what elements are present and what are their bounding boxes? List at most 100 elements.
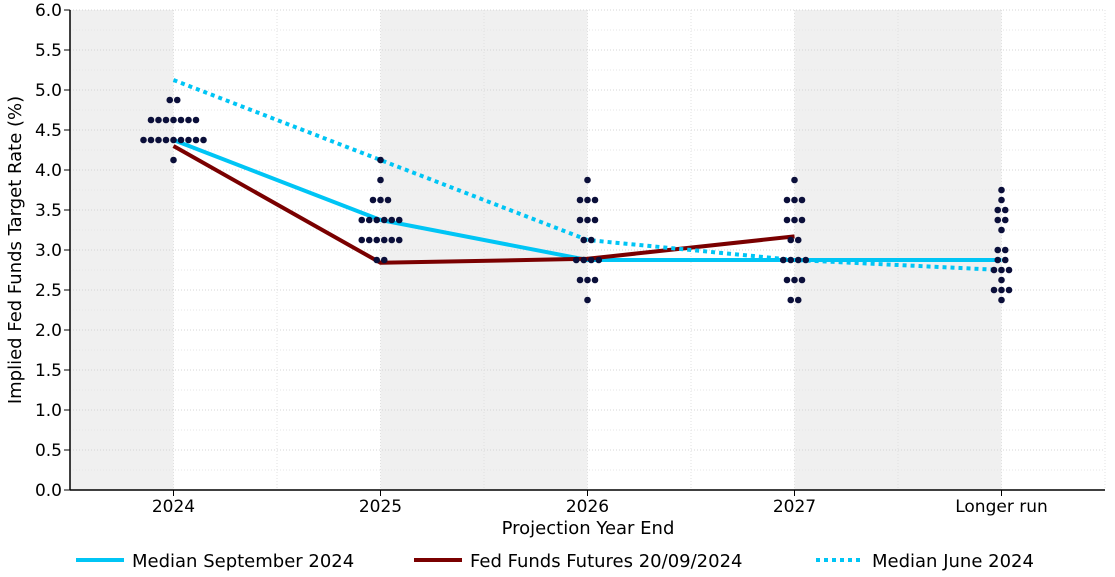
dot-2027-2-875-2 (794, 256, 802, 264)
y-tick-labels: 0.0 0.5 1.0 1.5 2.0 2.5 3.0 3.5 4.0 4.5 5.0 5.5 6.0 (35, 1, 70, 501)
dot-2024-4-875-0 (166, 96, 174, 104)
y-tick-label-5-0: 5.0 (35, 81, 62, 101)
dot-2027-3-125-1 (794, 236, 802, 244)
dot-2026-3-625-0 (576, 196, 584, 204)
dot-2024-4-625-3 (170, 116, 177, 124)
dot-2027-3-625-1 (791, 196, 798, 204)
dot-2025-3-375-3 (380, 216, 388, 224)
series-lines (172, 78, 1002, 272)
dot-2027-3-875-0 (791, 176, 798, 184)
dot-2027-2-625-1 (791, 276, 798, 284)
dot-longer-run-2-75-1 (998, 266, 1005, 274)
dot-2026-3-625-1 (584, 196, 591, 204)
dot-2025-3-125-4 (388, 236, 396, 244)
y-tick-label-1-0: 1.0 (35, 401, 62, 421)
dot-2027-3-625-2 (798, 196, 806, 204)
dot-2025-3-375-0 (358, 216, 366, 224)
dot-2026-2-625-2 (591, 276, 599, 284)
legend-item-fed-funds-futures: Fed Funds Futures 20/09/2024 (414, 551, 742, 572)
dot-2024-4-625-0 (147, 116, 155, 124)
dot-longer-run-2-5-0 (990, 286, 998, 294)
dot-longer-run-2-625-0 (998, 276, 1005, 284)
dot-2025-3-375-2 (373, 216, 381, 224)
x-tick-label-2024: 2024 (152, 497, 195, 517)
dot-2024-4-375-4 (170, 136, 177, 144)
y-tick-label-0-0: 0.0 (35, 481, 62, 501)
dot-2025-3-625-2 (384, 196, 392, 204)
dot-longer-run-3-0 (994, 246, 1002, 254)
dot-2027-2-875-1 (787, 256, 795, 264)
dot-2027-2-375-0 (787, 296, 795, 304)
series-line-fed-funds-futures-20-09-2024 (172, 144, 795, 265)
dot-2027-3-125-0 (787, 236, 795, 244)
series-line-median-june-2024 (172, 78, 1002, 272)
dot-2027-2-875-3 (802, 256, 810, 264)
dot-2027-2-375-1 (794, 296, 802, 304)
y-tick-label-2-0: 2.0 (35, 321, 62, 341)
dot-2024-4-375-5 (177, 136, 185, 144)
dot-longer-run-3-5-0 (994, 206, 1002, 214)
dot-longer-run-3-625-0 (998, 196, 1005, 204)
dot-2025-2-875-1 (380, 256, 388, 264)
dot-2027-3-625-0 (783, 196, 791, 204)
dot-longer-run-3-375-1 (1001, 216, 1009, 224)
dot-2025-3-625-1 (377, 196, 384, 204)
x-tick-labels: 2024 2025 2026 2027 Longer run (152, 490, 1048, 517)
dot-2025-3-125-0 (358, 236, 366, 244)
y-tick-label-3-0: 3.0 (35, 241, 62, 261)
dot-2024-4-625-5 (185, 116, 192, 124)
dot-2024-4-375-8 (200, 136, 207, 144)
dot-2026-3-375-2 (591, 216, 599, 224)
dot-longer-run-3-25-0 (998, 226, 1005, 234)
legend-item-median-september-2024: Median September 2024 (76, 551, 354, 572)
dot-longer-run-2-75-0 (990, 266, 998, 274)
dot-2024-4-625-1 (155, 116, 162, 124)
dot-2024-4-375-6 (185, 136, 192, 144)
dot-2025-3-375-1 (365, 216, 373, 224)
dot-plot (140, 96, 1013, 304)
legend-label-median-september-2024: Median September 2024 (132, 551, 354, 572)
dot-2025-3-125-3 (380, 236, 388, 244)
dot-2027-3-375-2 (798, 216, 806, 224)
dot-2024-4-375-1 (147, 136, 155, 144)
x-tick-label-longer-run: Longer run (955, 497, 1048, 517)
band-right-2027 (794, 10, 898, 490)
legend: Median September 2024 Fed Funds Futures … (76, 551, 1034, 572)
dot-2026-3-375-0 (576, 216, 584, 224)
dot-2024-4-375-3 (162, 136, 170, 144)
dot-2024-4-125-0 (170, 156, 177, 164)
y-tick-label-2-5: 2.5 (35, 281, 62, 301)
y-tick-label-1-5: 1.5 (35, 361, 62, 381)
dot-2024-4-875-1 (173, 96, 181, 104)
dot-2026-3-125-0 (580, 236, 588, 244)
dot-2027-3-375-0 (783, 216, 791, 224)
dot-2024-4-375-7 (192, 136, 200, 144)
dot-2024-4-625-6 (192, 116, 200, 124)
dot-2026-3-625-2 (591, 196, 599, 204)
dot-2026-2-375-0 (584, 296, 591, 304)
y-tick-label-0-5: 0.5 (35, 441, 62, 461)
y-tick-label-6-0: 6.0 (35, 1, 62, 21)
dot-2025-3-125-5 (395, 236, 403, 244)
dot-2025-3-625-0 (369, 196, 377, 204)
dot-2024-4-625-2 (162, 116, 170, 124)
dot-longer-run-2-5-2 (1005, 286, 1013, 294)
y-tick-label-4-0: 4.0 (35, 161, 62, 181)
dot-longer-run-3-375-0 (994, 216, 1002, 224)
y-tick-label-4-5: 4.5 (35, 121, 62, 141)
dot-2026-2-875-3 (595, 256, 603, 264)
dot-2026-2-875-1 (580, 256, 588, 264)
dot-2024-4-375-2 (155, 136, 162, 144)
dot-2025-3-375-4 (388, 216, 396, 224)
dot-2026-2-875-2 (587, 256, 595, 264)
dot-longer-run-2-75-2 (1005, 266, 1013, 274)
dot-2026-3-875-0 (584, 176, 591, 184)
dot-2024-4-625-4 (177, 116, 185, 124)
dot-2026-2-625-1 (584, 276, 591, 284)
dot-longer-run-2-875-1 (1001, 256, 1009, 264)
legend-label-fed-funds-futures: Fed Funds Futures 20/09/2024 (470, 551, 742, 572)
dot-2027-3-375-1 (791, 216, 798, 224)
y-tick-label-5-5: 5.5 (35, 41, 62, 61)
dot-2026-3-375-1 (584, 216, 591, 224)
